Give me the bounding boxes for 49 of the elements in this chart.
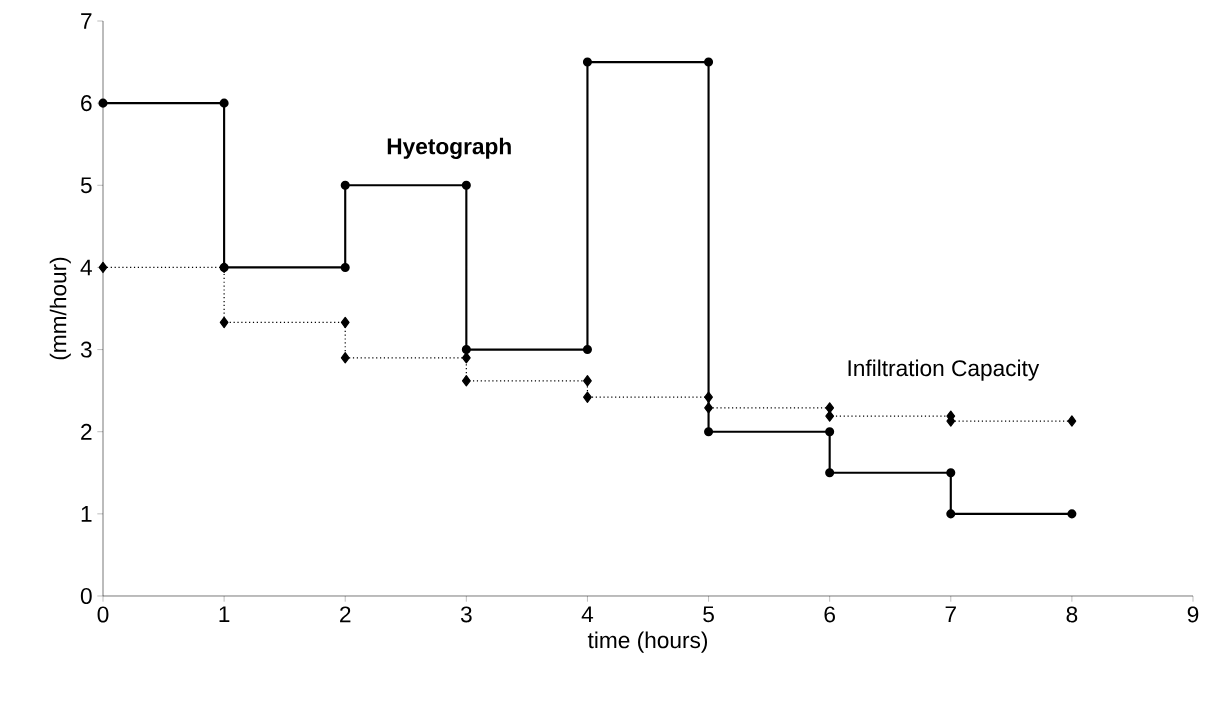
point	[825, 468, 835, 478]
point	[704, 391, 713, 403]
x-tick-label: 3	[460, 606, 472, 623]
point	[704, 427, 714, 437]
point	[219, 98, 229, 108]
point	[946, 509, 956, 519]
point	[583, 375, 592, 387]
x-tick-label: 1	[219, 606, 230, 622]
point	[825, 427, 835, 437]
point	[340, 316, 350, 329]
point	[340, 262, 350, 272]
point	[98, 98, 108, 108]
x-tick-label: 0	[97, 606, 109, 623]
y-tick-label: 7	[81, 13, 92, 29]
y-tick-label: 5	[80, 177, 92, 194]
point	[461, 180, 471, 190]
point	[946, 468, 956, 478]
point	[340, 180, 350, 190]
y-tick-label: 2	[81, 423, 92, 440]
y-tick-label: 1	[81, 506, 92, 522]
x-tick-label: 7	[945, 606, 956, 622]
point	[219, 316, 229, 329]
x-tick-label: 9	[1187, 606, 1199, 623]
point	[704, 402, 713, 414]
y-tick-label: 4	[80, 259, 92, 276]
point	[1067, 415, 1077, 427]
point	[1067, 509, 1077, 519]
point	[583, 391, 592, 403]
point	[461, 352, 471, 364]
point	[582, 345, 592, 355]
x-tick-label: 8	[1066, 606, 1078, 623]
y-axis-title: (mm/hour)	[49, 257, 71, 360]
y-tick-label: 3	[80, 341, 92, 358]
x-tick-label: 4	[581, 606, 594, 622]
point	[461, 345, 471, 355]
point	[98, 261, 108, 274]
series-label: Infiltration Capacity	[848, 359, 1040, 381]
y-tick-label: 6	[81, 95, 92, 112]
series-label: Hyetograph	[387, 137, 511, 159]
point	[340, 352, 350, 364]
point	[219, 262, 229, 272]
point	[704, 57, 714, 67]
x-tick-label: 5	[703, 606, 714, 623]
x-axis-title: time (hours)	[587, 631, 708, 653]
x-tick-label: 2	[340, 606, 351, 623]
point	[461, 375, 471, 387]
x-tick-label: 6	[824, 606, 835, 623]
y-tick-label: 0	[80, 587, 92, 605]
point	[582, 57, 592, 67]
